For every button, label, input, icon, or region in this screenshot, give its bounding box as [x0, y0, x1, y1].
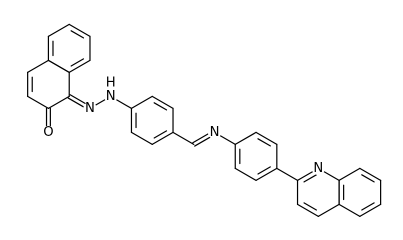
- atom-label: N: [85, 101, 95, 116]
- bond: [47, 95, 70, 110]
- label-mask: [207, 125, 222, 139]
- inner-bond: [361, 202, 375, 211]
- bond: [151, 95, 174, 110]
- inner-bond: [361, 174, 375, 183]
- bond: [151, 131, 174, 146]
- inner-bond: [257, 138, 271, 147]
- atom-label: H: [106, 76, 116, 91]
- bond: [276, 167, 299, 182]
- atom-label: N: [106, 89, 116, 104]
- bond: [338, 167, 361, 182]
- bond: [172, 131, 195, 146]
- bond: [296, 203, 319, 218]
- bond: [255, 167, 278, 182]
- inner-bond: [70, 58, 85, 67]
- bond: [234, 131, 257, 146]
- bond: [27, 95, 50, 110]
- background: [0, 0, 403, 228]
- inner-bond: [303, 202, 317, 211]
- inner-bond: [303, 174, 317, 183]
- inner-bond: [153, 130, 168, 139]
- bond: [359, 203, 382, 218]
- label-mask: [41, 125, 56, 139]
- bond: [234, 167, 257, 182]
- atom-label: O: [43, 125, 53, 140]
- bond: [338, 203, 361, 218]
- bond: [359, 167, 382, 182]
- bond: [68, 59, 91, 74]
- bond: [255, 131, 278, 146]
- inner-bond: [70, 30, 85, 39]
- bond: [68, 23, 91, 38]
- bond: [27, 59, 50, 74]
- label-mask: [104, 76, 118, 90]
- bond: [317, 203, 340, 218]
- bond: [47, 23, 70, 38]
- inner-bond: [153, 102, 168, 111]
- bond: [130, 95, 153, 110]
- atom-label: N: [210, 125, 220, 140]
- atom-label: N: [313, 161, 323, 176]
- label-mask: [83, 101, 97, 116]
- inner-bond: [257, 166, 271, 175]
- bond: [130, 131, 153, 146]
- label-mask: [104, 89, 118, 104]
- bond: [47, 59, 70, 74]
- label-mask: [311, 161, 325, 175]
